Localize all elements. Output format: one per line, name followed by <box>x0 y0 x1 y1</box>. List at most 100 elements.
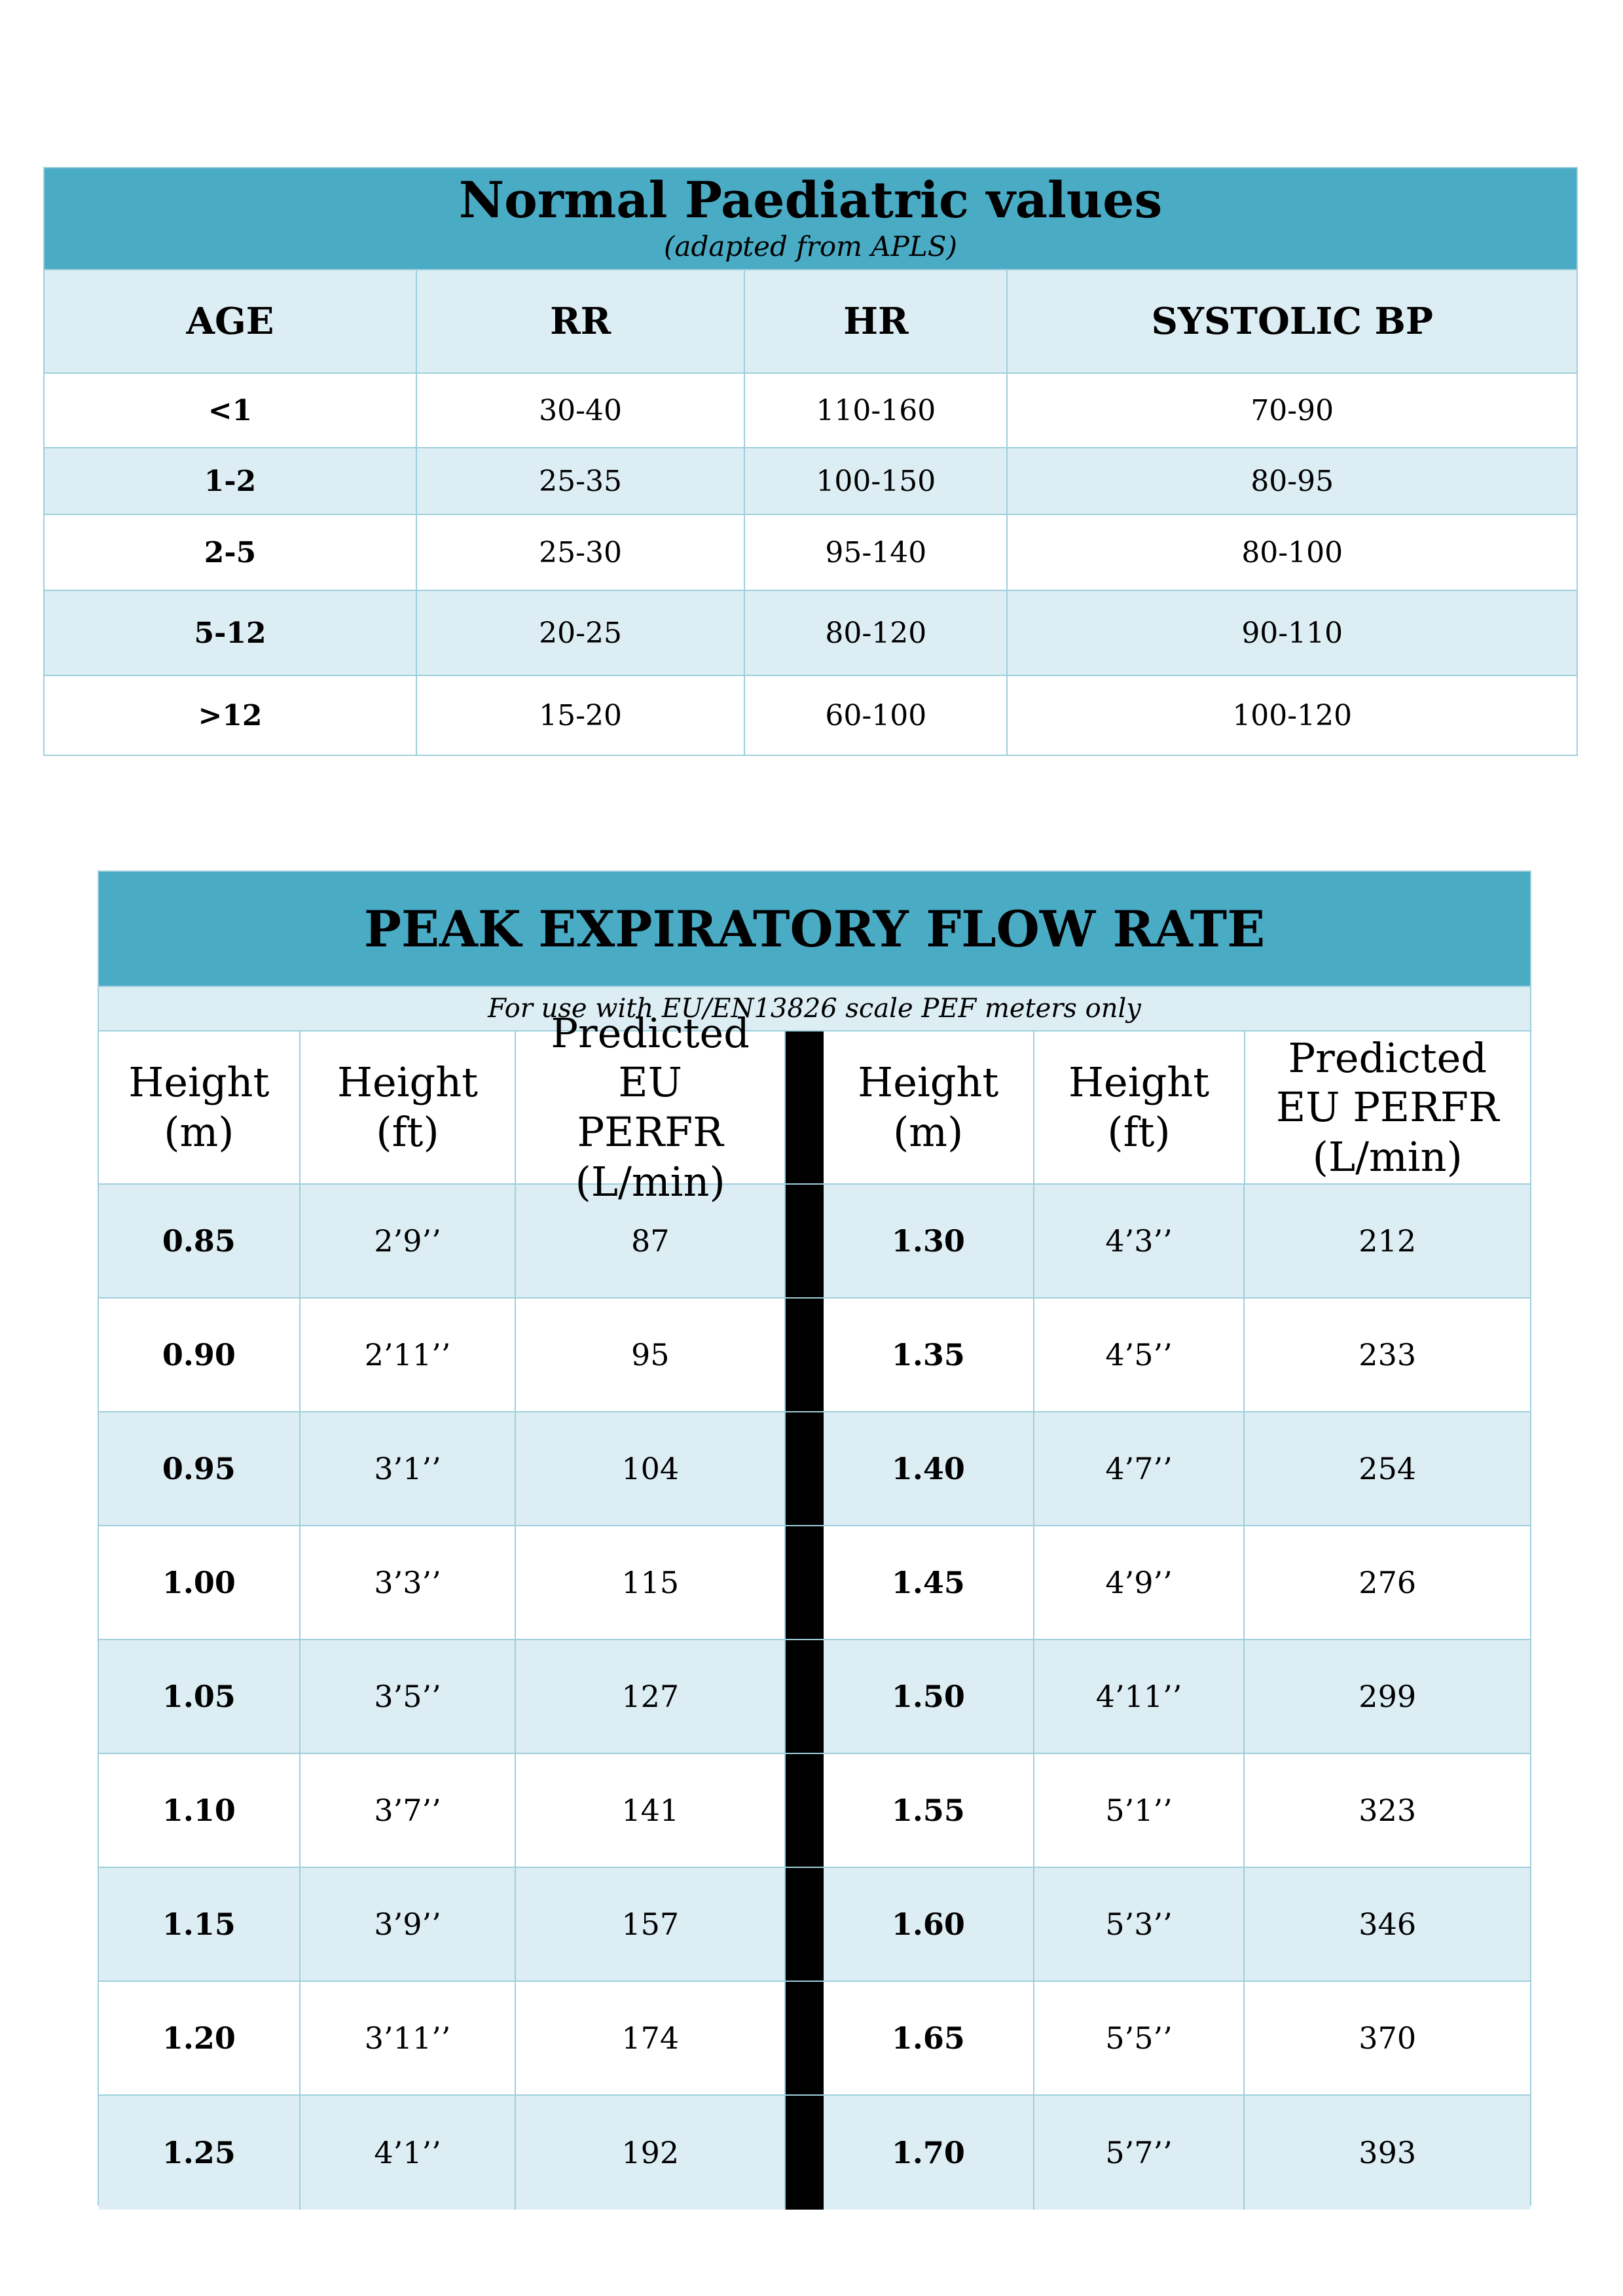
pefr-cell: 212 <box>1359 1223 1417 1259</box>
age-cell: 2-5 <box>45 515 418 590</box>
height-m-cell: 1.50 <box>824 1640 1034 1753</box>
table-row: 1.20 3’11’’ 174 1.65 5’5’’ 370 <box>99 1982 1530 2096</box>
height-m-cell: 1.15 <box>99 1868 301 1981</box>
height-ft-cell: 5’7’’ <box>1034 2096 1245 2210</box>
paediatric-values-table: Normal Paediatric values (adapted from A… <box>43 167 1578 756</box>
hr-cell: 60-100 <box>745 676 1008 755</box>
column-header-predicted-left: Predicted EU PERFR (L/min) <box>516 1009 786 1206</box>
height-ft-cell: 2’11’’ <box>301 1299 517 1411</box>
height-m-cell: 1.35 <box>824 1299 1034 1411</box>
pefr-table-title: PEAK EXPIRATORY FLOW RATE <box>363 899 1266 958</box>
height-ft-cell: 3’1’’ <box>301 1412 517 1525</box>
pefr-grid: Height (m) Height (ft) Predicted EU PERF… <box>99 1009 1530 2210</box>
table-row: 1.05 3’5’’ 127 1.50 4’11’’ 299 <box>99 1640 1530 1754</box>
height-ft-cell: 3’11’’ <box>301 1982 517 2094</box>
column-separator <box>786 1185 824 1297</box>
column-header-height-ft-right: Height (ft) <box>1034 1031 1245 1183</box>
height-ft-cell: 3’7’’ <box>301 1754 517 1867</box>
height-m-cell: 1.25 <box>99 2096 301 2210</box>
table-row: <1 30-40 110-160 70-90 <box>45 374 1577 448</box>
hr-cell: 80-120 <box>745 591 1008 675</box>
height-m-cell: 1.40 <box>824 1412 1034 1525</box>
rr-cell: 25-30 <box>417 515 746 590</box>
height-m-cell: 1.55 <box>824 1754 1034 1867</box>
pefr-cell: 276 <box>1359 1565 1417 1600</box>
column-separator <box>786 2096 824 2210</box>
height-ft-cell: 4’5’’ <box>1034 1299 1245 1411</box>
height-m-cell: 1.65 <box>824 1982 1034 2094</box>
height-ft-cell: 4’7’’ <box>1034 1412 1245 1525</box>
table-row: 0.95 3’1’’ 104 1.40 4’7’’ 254 <box>99 1412 1530 1526</box>
pefr-cell: 233 <box>1359 1337 1417 1372</box>
height-ft-cell: 5’5’’ <box>1034 1982 1245 2094</box>
table-row: 1-2 25-35 100-150 80-95 <box>45 448 1577 515</box>
age-cell: <1 <box>45 374 418 447</box>
column-header-height-m-right: Height (m) <box>824 1031 1034 1183</box>
pefr-cell: 393 <box>1359 2135 1417 2170</box>
rr-cell: 20-25 <box>417 591 746 675</box>
height-m-cell: 1.30 <box>824 1185 1034 1297</box>
pefr-cell: 157 <box>516 1868 786 1981</box>
rr-cell: 30-40 <box>417 374 746 447</box>
rr-cell: 15-20 <box>417 676 746 755</box>
paediatric-table-subtitle: (adapted from APLS) <box>664 230 957 262</box>
height-m-cell: 1.70 <box>824 2096 1034 2210</box>
table-row: 1.25 4’1’’ 192 1.70 5’7’’ 393 <box>99 2096 1530 2210</box>
height-ft-cell: 3’5’’ <box>301 1640 517 1753</box>
table-row: 1.15 3’9’’ 157 1.60 5’3’’ 346 <box>99 1868 1530 1982</box>
height-ft-cell: 4’3’’ <box>1034 1185 1245 1297</box>
column-header-hr: HR <box>745 270 1008 372</box>
height-ft-cell: 5’1’’ <box>1034 1754 1245 1867</box>
systolic-bp-cell: 90-110 <box>1241 616 1343 650</box>
hr-cell: 95-140 <box>745 515 1008 590</box>
column-header-systolic-bp: SYSTOLIC BP <box>1151 300 1433 343</box>
height-ft-cell: 4’9’’ <box>1034 1526 1245 1639</box>
height-m-cell: 1.10 <box>99 1754 301 1867</box>
table-row: 2-5 25-30 95-140 80-100 <box>45 515 1577 591</box>
age-cell: 1-2 <box>45 448 418 514</box>
hr-cell: 100-150 <box>745 448 1008 514</box>
column-separator <box>785 1031 824 1183</box>
height-ft-cell: 2’9’’ <box>301 1185 517 1297</box>
table-row: 0.85 2’9’’ 87 1.30 4’3’’ 212 <box>99 1185 1530 1299</box>
height-m-cell: 1.60 <box>824 1868 1034 1981</box>
column-header-rr: RR <box>417 270 746 372</box>
column-separator <box>786 1640 824 1753</box>
pefr-cell: 115 <box>516 1526 786 1639</box>
pefr-header-row: Height (m) Height (ft) Predicted EU PERF… <box>99 1009 1530 1206</box>
hr-cell: 110-160 <box>745 374 1008 447</box>
column-separator <box>786 1412 824 1525</box>
column-separator <box>786 1299 824 1411</box>
systolic-bp-cell: 100-120 <box>1232 698 1353 732</box>
column-header-age: AGE <box>45 270 418 372</box>
pefr-cell: 141 <box>516 1754 786 1867</box>
pefr-cell: 87 <box>516 1185 786 1297</box>
pefr-table: PEAK EXPIRATORY FLOW RATE For use with E… <box>98 870 1531 2210</box>
column-header-predicted-right: Predicted EU PERFR (L/min) <box>1275 1033 1499 1181</box>
systolic-bp-cell: 80-95 <box>1250 464 1334 498</box>
pefr-cell: 346 <box>1359 1907 1417 1942</box>
pefr-cell: 299 <box>1359 1679 1417 1714</box>
pefr-cell: 192 <box>516 2096 786 2210</box>
pefr-table-note: For use with EU/EN13826 scale PEF meters… <box>99 987 1530 1031</box>
pefr-table-header-band: PEAK EXPIRATORY FLOW RATE <box>99 872 1530 987</box>
column-separator <box>786 1754 824 1867</box>
pefr-cell: 174 <box>516 1982 786 2094</box>
column-separator <box>786 1982 824 2094</box>
age-cell: 5-12 <box>45 591 418 675</box>
height-ft-cell: 5’3’’ <box>1034 1868 1245 1981</box>
paediatric-header-row: AGE RR HR SYSTOLIC BP <box>45 270 1577 374</box>
height-m-cell: 0.85 <box>99 1185 301 1297</box>
table-row: 0.90 2’11’’ 95 1.35 4’5’’ 233 <box>99 1299 1530 1412</box>
height-m-cell: 0.90 <box>99 1299 301 1411</box>
table-row: 1.10 3’7’’ 141 1.55 5’1’’ 323 <box>99 1754 1530 1868</box>
age-cell: >12 <box>45 676 418 755</box>
table-row: 5-12 20-25 80-120 90-110 <box>45 591 1577 676</box>
column-header-height-ft-left: Height (ft) <box>301 1031 517 1183</box>
systolic-bp-cell: 70-90 <box>1250 393 1334 427</box>
pefr-cell: 370 <box>1359 2020 1417 2056</box>
column-header-height-m-left: Height (m) <box>99 1031 301 1183</box>
pefr-cell: 323 <box>1359 1793 1417 1828</box>
height-ft-cell: 3’3’’ <box>301 1526 517 1639</box>
systolic-bp-cell: 80-100 <box>1241 535 1343 569</box>
